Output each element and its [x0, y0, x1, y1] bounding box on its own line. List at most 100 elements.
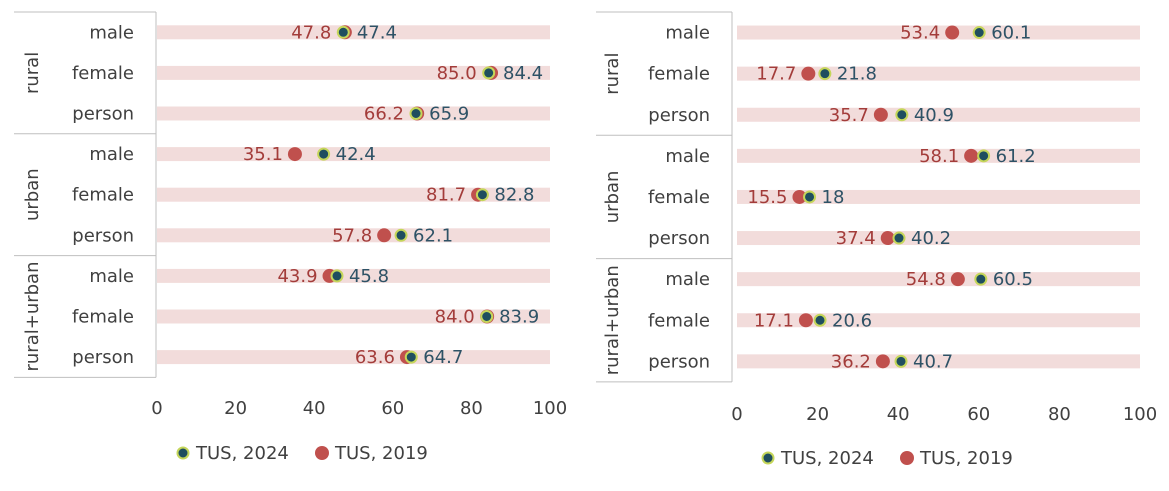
category-label: male [89, 22, 134, 43]
legend-marker-tus-2019 [315, 446, 329, 460]
group-label: rural [602, 53, 623, 95]
point-tus-2019 [880, 231, 895, 246]
x-tick-label: 20 [224, 398, 247, 419]
row-band [157, 268, 550, 283]
x-tick-label: 80 [1048, 404, 1071, 425]
point-tus-2024 [475, 188, 489, 202]
row-band [737, 148, 1140, 163]
point-tus-2024 [409, 107, 423, 120]
row-band [157, 106, 550, 121]
data-label-tus-2024: 60.1 [991, 23, 1031, 44]
legend-label-tus-2019: TUS, 2019 [919, 448, 1013, 469]
data-label-tus-2019: 81.7 [426, 185, 466, 206]
point-tus-2019 [377, 228, 392, 243]
data-label-tus-2024: 20.6 [832, 310, 872, 331]
row-band [157, 25, 550, 40]
point-tus-2024 [974, 272, 988, 286]
data-label-tus-2019: 66.2 [364, 104, 404, 125]
point-tus-2024 [394, 228, 408, 242]
data-label-tus-2024: 45.8 [349, 266, 389, 287]
data-label-tus-2019: 63.6 [355, 347, 395, 368]
group-label: rural+urban [22, 262, 43, 372]
data-label-tus-2019: 15.5 [747, 187, 787, 208]
category-label: person [72, 104, 134, 125]
data-label-tus-2024: 18 [822, 187, 845, 208]
point-tus-2024 [818, 67, 832, 81]
data-label-tus-2019: 57.8 [332, 225, 372, 246]
x-tick-label: 60 [967, 404, 990, 425]
category-label: female [648, 64, 710, 85]
row-band [737, 189, 1140, 204]
row-band [737, 231, 1140, 246]
data-label-tus-2019: 54.8 [906, 269, 946, 290]
legend-marker-tus-2024 [761, 451, 775, 465]
group-label: rural [22, 52, 43, 94]
category-label: female [72, 185, 134, 206]
group-label: urban [602, 171, 623, 224]
category-label: female [648, 310, 710, 331]
data-label-tus-2019: 17.7 [756, 64, 796, 85]
category-label: person [648, 228, 710, 249]
point-tus-2019 [950, 272, 965, 287]
x-tick-label: 60 [381, 398, 404, 419]
row-band [157, 65, 550, 80]
point-tus-2024 [977, 149, 991, 163]
x-tick-label: 40 [303, 398, 326, 419]
point-tus-2024 [317, 147, 331, 161]
category-label: male [665, 269, 710, 290]
x-tick-label: 40 [887, 404, 910, 425]
row-band [737, 313, 1140, 328]
row-band [737, 272, 1140, 287]
row-band [157, 228, 550, 243]
category-label: female [72, 307, 134, 328]
row-band [157, 309, 550, 324]
data-label-tus-2019: 35.7 [829, 105, 869, 126]
row-band [737, 107, 1140, 122]
data-label-tus-2019: 84.0 [435, 307, 475, 328]
data-label-tus-2024: 47.4 [357, 22, 397, 43]
legend-label-tus-2024: TUS, 2024 [780, 448, 874, 469]
x-tick-label: 100 [533, 398, 567, 419]
legend-label-tus-2019: TUS, 2019 [334, 443, 428, 464]
point-tus-2019 [873, 107, 888, 122]
row-band [157, 187, 550, 202]
category-label: person [648, 105, 710, 126]
category-label: person [72, 347, 134, 368]
data-label-tus-2024: 83.9 [499, 307, 539, 328]
legend-label-tus-2024: TUS, 2024 [195, 443, 289, 464]
data-label-tus-2019: 36.2 [831, 351, 871, 372]
data-label-tus-2019: 17.1 [754, 310, 794, 331]
row-band [737, 25, 1140, 40]
x-tick-label: 20 [806, 404, 829, 425]
data-label-tus-2024: 60.5 [993, 269, 1033, 290]
point-tus-2019 [798, 313, 813, 328]
category-label: person [648, 351, 710, 372]
point-tus-2019 [792, 189, 807, 204]
category-label: male [89, 266, 134, 287]
point-tus-2024 [336, 25, 350, 39]
data-label-tus-2024: 62.1 [413, 225, 453, 246]
data-label-tus-2024: 40.7 [913, 351, 953, 372]
category-label: male [89, 144, 134, 165]
legend-marker-tus-2024 [176, 446, 190, 460]
point-tus-2024 [895, 108, 909, 122]
legend-marker-tus-2019 [900, 451, 914, 465]
point-tus-2019 [945, 25, 960, 40]
point-tus-2019 [287, 147, 302, 162]
group-label: rural+urban [602, 265, 623, 375]
data-label-tus-2024: 64.7 [423, 347, 463, 368]
point-tus-2024 [404, 350, 418, 364]
category-label: female [648, 187, 710, 208]
point-tus-2024 [813, 313, 827, 327]
data-label-tus-2019: 35.1 [243, 144, 283, 165]
x-tick-label: 0 [151, 398, 162, 419]
category-label: person [72, 225, 134, 246]
row-band [737, 66, 1140, 81]
category-label: male [665, 23, 710, 44]
data-label-tus-2019: 37.4 [836, 228, 876, 249]
x-tick-label: 0 [731, 404, 742, 425]
data-label-tus-2024: 61.2 [996, 146, 1036, 167]
point-tus-2019 [964, 148, 979, 163]
